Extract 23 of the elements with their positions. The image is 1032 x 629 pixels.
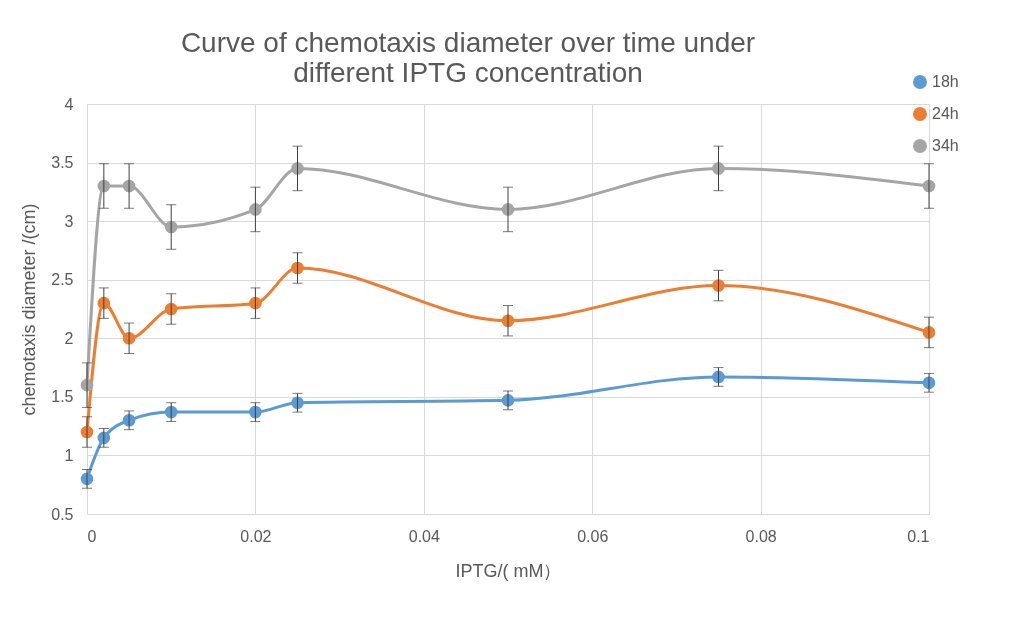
y-tick-label: 1.5 [51,388,74,406]
y-tick-label: 2 [64,329,74,347]
y-axis-title: chemotaxis diameter /(cm) [19,203,40,416]
chart-title: Curve of chemotaxis diameter over time under different IPTG concentration [180,27,756,88]
x-tick-label: 0.02 [240,527,272,545]
legend-label: 24h [932,105,959,122]
point [249,203,262,216]
legend-label: 18h [932,73,959,90]
y-tick-label: 4 [64,95,74,113]
y-tick-label: 1 [64,446,74,464]
x-tick-label: 0.1 [907,527,930,545]
y-tick-label: 3.5 [51,154,74,172]
y-tick-label: 2.5 [51,271,74,289]
x-tick-label: 0.06 [577,527,609,545]
x-tick-label: 0.04 [408,527,440,545]
x-tick-label: 0 [87,527,97,545]
y-tick-label: 3 [64,212,74,230]
point [249,296,262,310]
point [291,261,304,275]
x-tick-label: 0.08 [745,527,777,545]
legend-label: 34h [932,137,959,154]
x-axis-title: IPTG/( mM） [455,560,562,581]
y-tick-label: 0.5 [51,505,74,523]
